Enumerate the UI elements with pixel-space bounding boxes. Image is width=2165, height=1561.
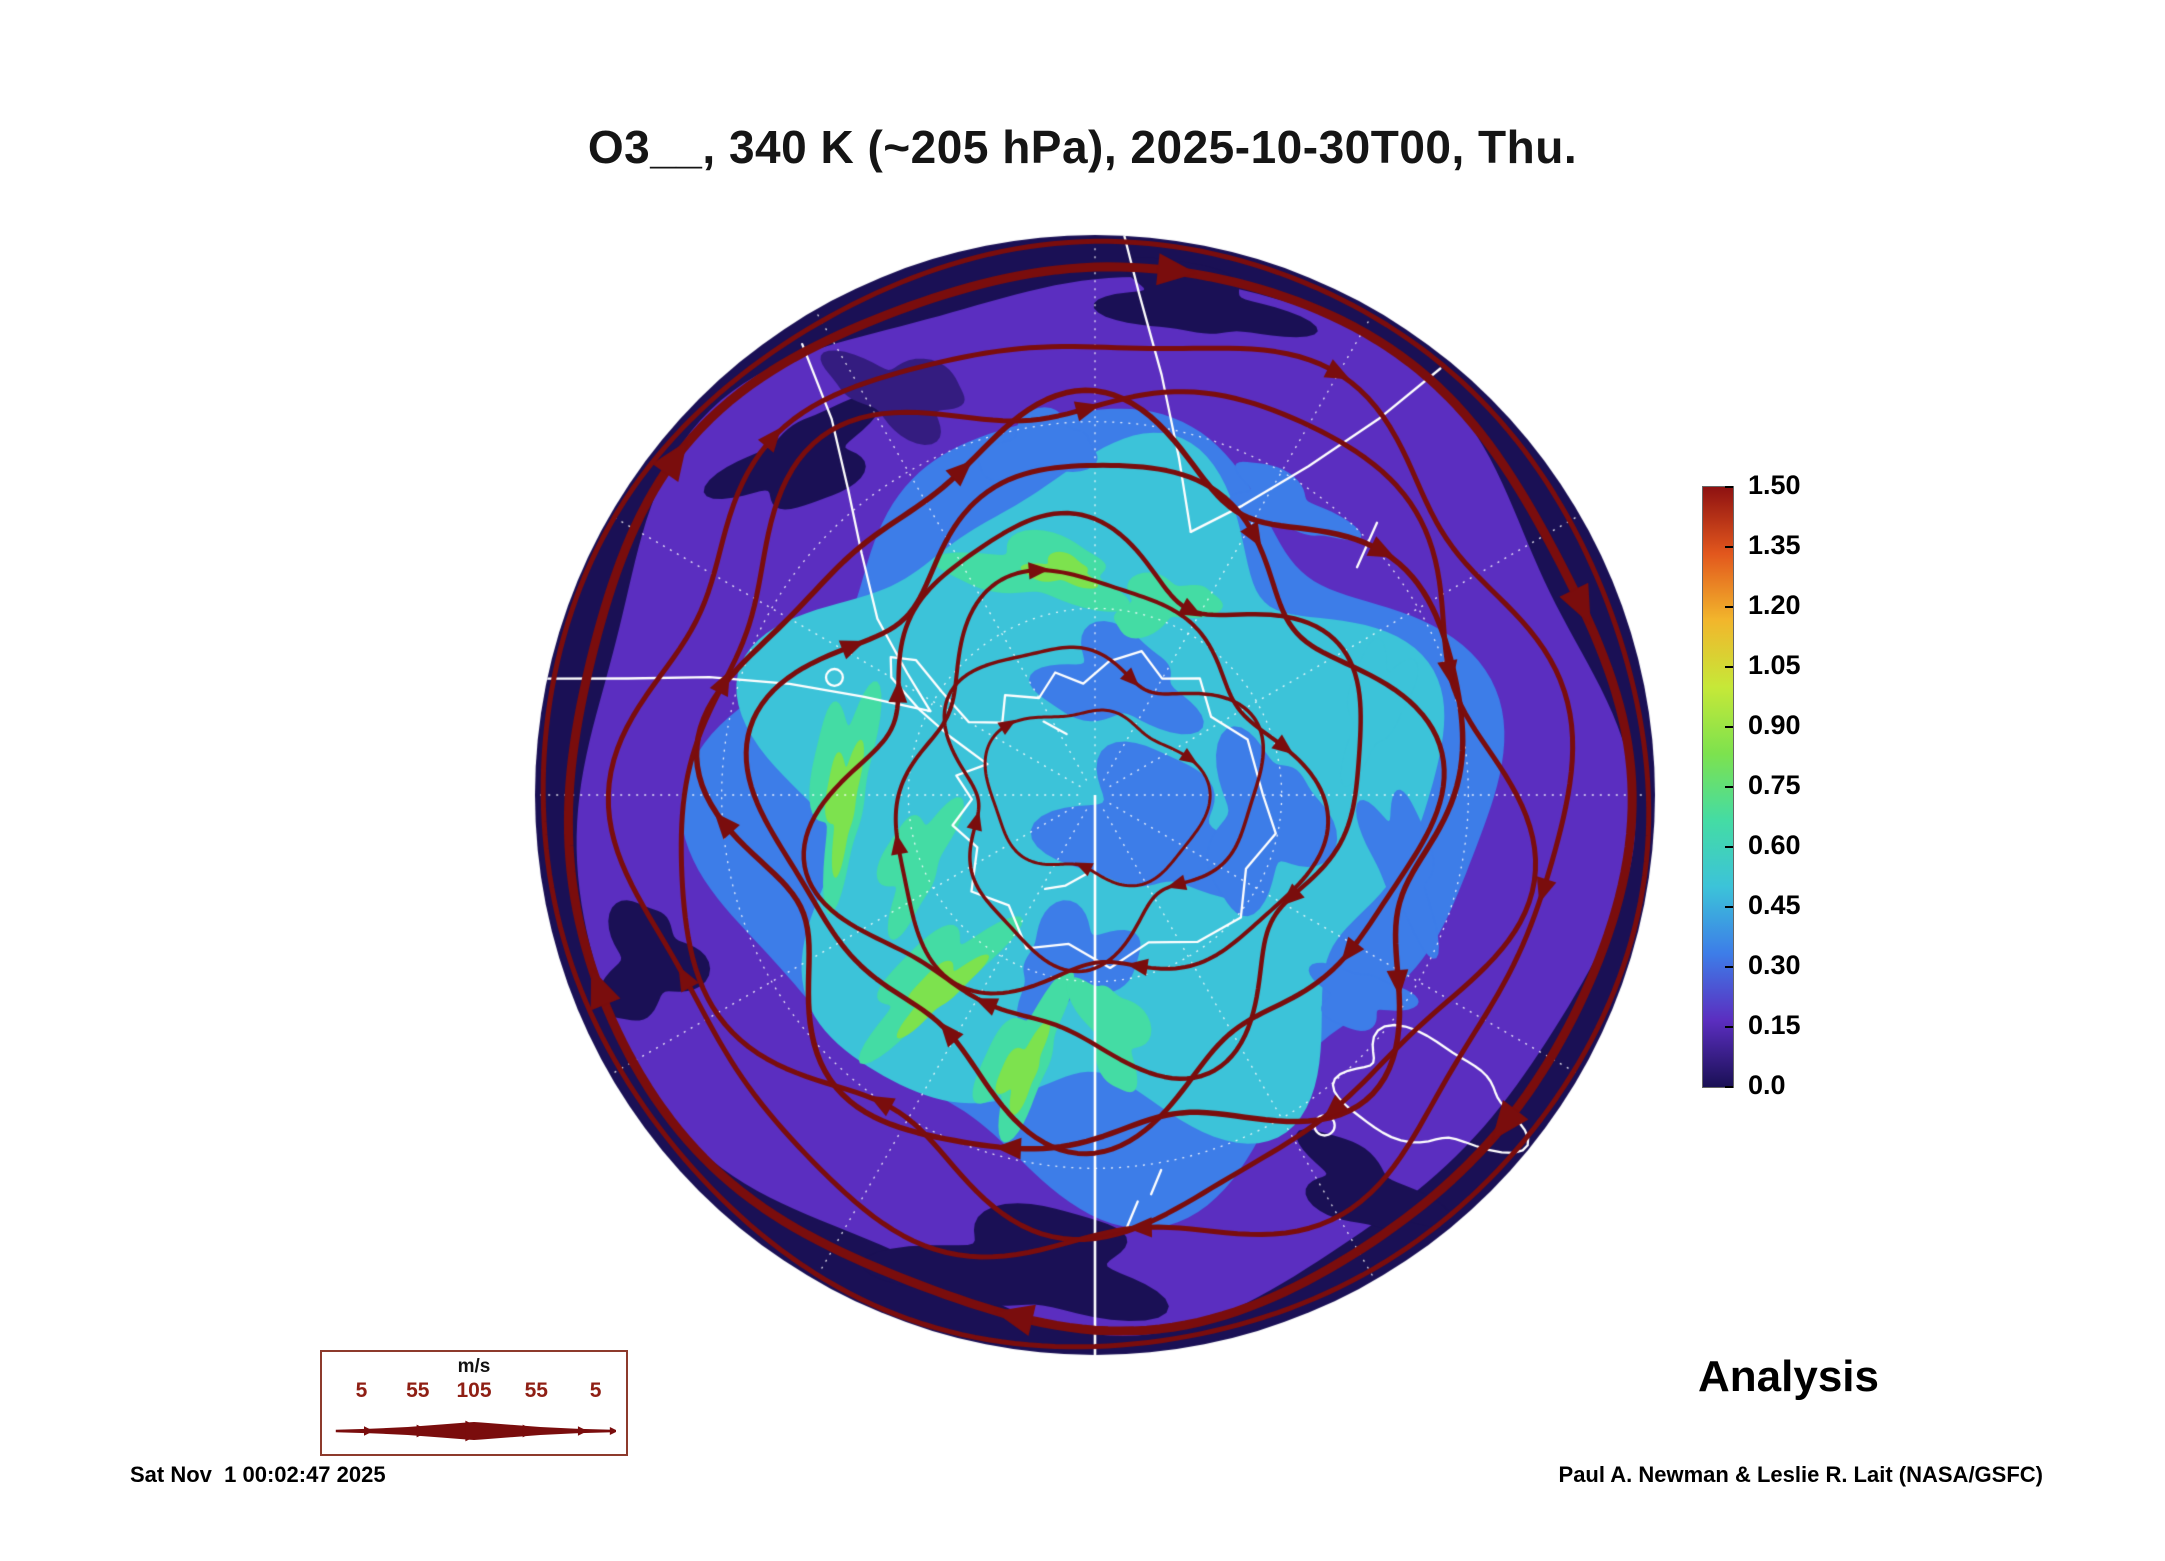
colorbar-tick-label: 1.35 xyxy=(1748,529,1801,560)
colorbar-tick-label: 0.45 xyxy=(1748,889,1801,920)
colorbar-tick-mark xyxy=(1725,606,1733,608)
polar-map-canvas xyxy=(525,225,1665,1365)
colorbar-tick-mark xyxy=(1725,966,1733,968)
figure-title: O3__, 340 K (~205 hPa), 2025-10-30T00, T… xyxy=(587,121,1578,173)
colorbar-tick-mark xyxy=(1725,786,1733,788)
colorbar-tick-label: 0.0 xyxy=(1748,1069,1786,1100)
colorbar-tick-mark xyxy=(1725,486,1733,488)
colorbar: 1.50 1.35 1.20 1.05 0.90 0.75 0.60 0.45 0.30 0.15… xyxy=(1702,470,1872,1100)
colorbar-tick-label: 1.20 xyxy=(1748,589,1801,620)
analysis-label: Analysis xyxy=(1698,1352,1879,1401)
wind-legend-tick-label: 55 xyxy=(524,1379,548,1402)
colorbar-tick-label: 0.75 xyxy=(1748,769,1801,800)
colorbar-tick-labels: 1.50 1.35 1.20 1.05 0.90 0.75 0.60 0.45 0.30 0.15… xyxy=(1702,470,1872,1100)
wind-speed-legend: m/s 5 55 105 55 5 xyxy=(320,1350,628,1456)
colorbar-tick-label: 0.90 xyxy=(1748,709,1801,740)
colorbar-tick-mark xyxy=(1725,546,1733,548)
wind-legend-tick-label: 5 xyxy=(589,1379,602,1402)
colorbar-tick-mark xyxy=(1725,1086,1733,1088)
wind-legend-tick-label: 5 xyxy=(355,1379,368,1402)
credit-line: Paul A. Newman & Leslie R. Lait (NASA/GS… xyxy=(1558,1462,2043,1487)
colorbar-tick-mark xyxy=(1725,906,1733,908)
colorbar-tick-mark xyxy=(1725,666,1733,668)
colorbar-tick-label: 0.30 xyxy=(1748,949,1801,980)
colorbar-tick-label: 0.15 xyxy=(1748,1009,1801,1040)
wind-legend-unit: m/s xyxy=(457,1356,491,1377)
wind-legend-tick-label: 105 xyxy=(456,1379,492,1402)
wind-legend-tick-label: 55 xyxy=(406,1379,430,1402)
colorbar-tick-mark xyxy=(1725,846,1733,848)
colorbar-tick-label: 1.50 xyxy=(1748,469,1801,500)
creation-timestamp: Sat Nov 1 00:02:47 2025 xyxy=(130,1462,386,1487)
colorbar-tick-mark xyxy=(1725,726,1733,728)
wind-legend-tick-row: 5 55 105 55 5 xyxy=(322,1379,626,1403)
colorbar-tick-label: 1.05 xyxy=(1748,649,1801,680)
colorbar-tick-mark xyxy=(1725,1026,1733,1028)
colorbar-tick-label: 0.60 xyxy=(1748,829,1801,860)
wind-legend-arrow-glyph xyxy=(335,1420,616,1442)
